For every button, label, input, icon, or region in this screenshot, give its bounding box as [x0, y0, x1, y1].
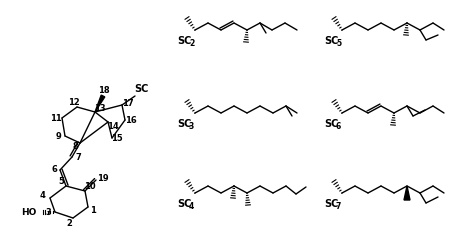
Text: SC: SC: [324, 119, 338, 129]
Text: 18: 18: [98, 85, 110, 95]
Text: 3: 3: [189, 122, 194, 131]
Text: 15: 15: [111, 133, 123, 142]
Text: 16: 16: [125, 116, 137, 124]
Text: 2: 2: [189, 39, 194, 48]
Text: HO: HO: [22, 207, 37, 216]
Text: 5: 5: [58, 177, 64, 186]
Text: 7: 7: [336, 202, 341, 211]
Text: 3: 3: [45, 207, 51, 216]
Text: 17: 17: [122, 99, 134, 108]
Text: SC: SC: [324, 36, 338, 46]
Text: SC: SC: [324, 199, 338, 209]
Text: 2: 2: [66, 219, 72, 228]
Text: 7: 7: [75, 152, 81, 162]
Text: 4: 4: [189, 202, 194, 211]
Text: 6: 6: [336, 122, 341, 131]
Text: 13: 13: [94, 104, 106, 113]
Text: SC: SC: [134, 84, 148, 94]
Text: 14: 14: [107, 122, 119, 130]
Text: 10: 10: [84, 182, 96, 190]
Text: SC: SC: [177, 199, 191, 209]
Text: 4: 4: [40, 190, 46, 199]
Text: 12: 12: [68, 98, 80, 107]
Text: 6: 6: [51, 165, 57, 174]
Polygon shape: [404, 186, 410, 200]
Text: 1: 1: [90, 205, 96, 214]
Text: 5: 5: [336, 39, 341, 48]
Text: SC: SC: [177, 36, 191, 46]
Text: SC: SC: [177, 119, 191, 129]
Polygon shape: [95, 95, 105, 112]
Text: 9: 9: [56, 131, 62, 140]
Text: 11: 11: [50, 114, 62, 123]
Text: 8: 8: [72, 141, 78, 150]
Text: 19: 19: [97, 174, 109, 183]
